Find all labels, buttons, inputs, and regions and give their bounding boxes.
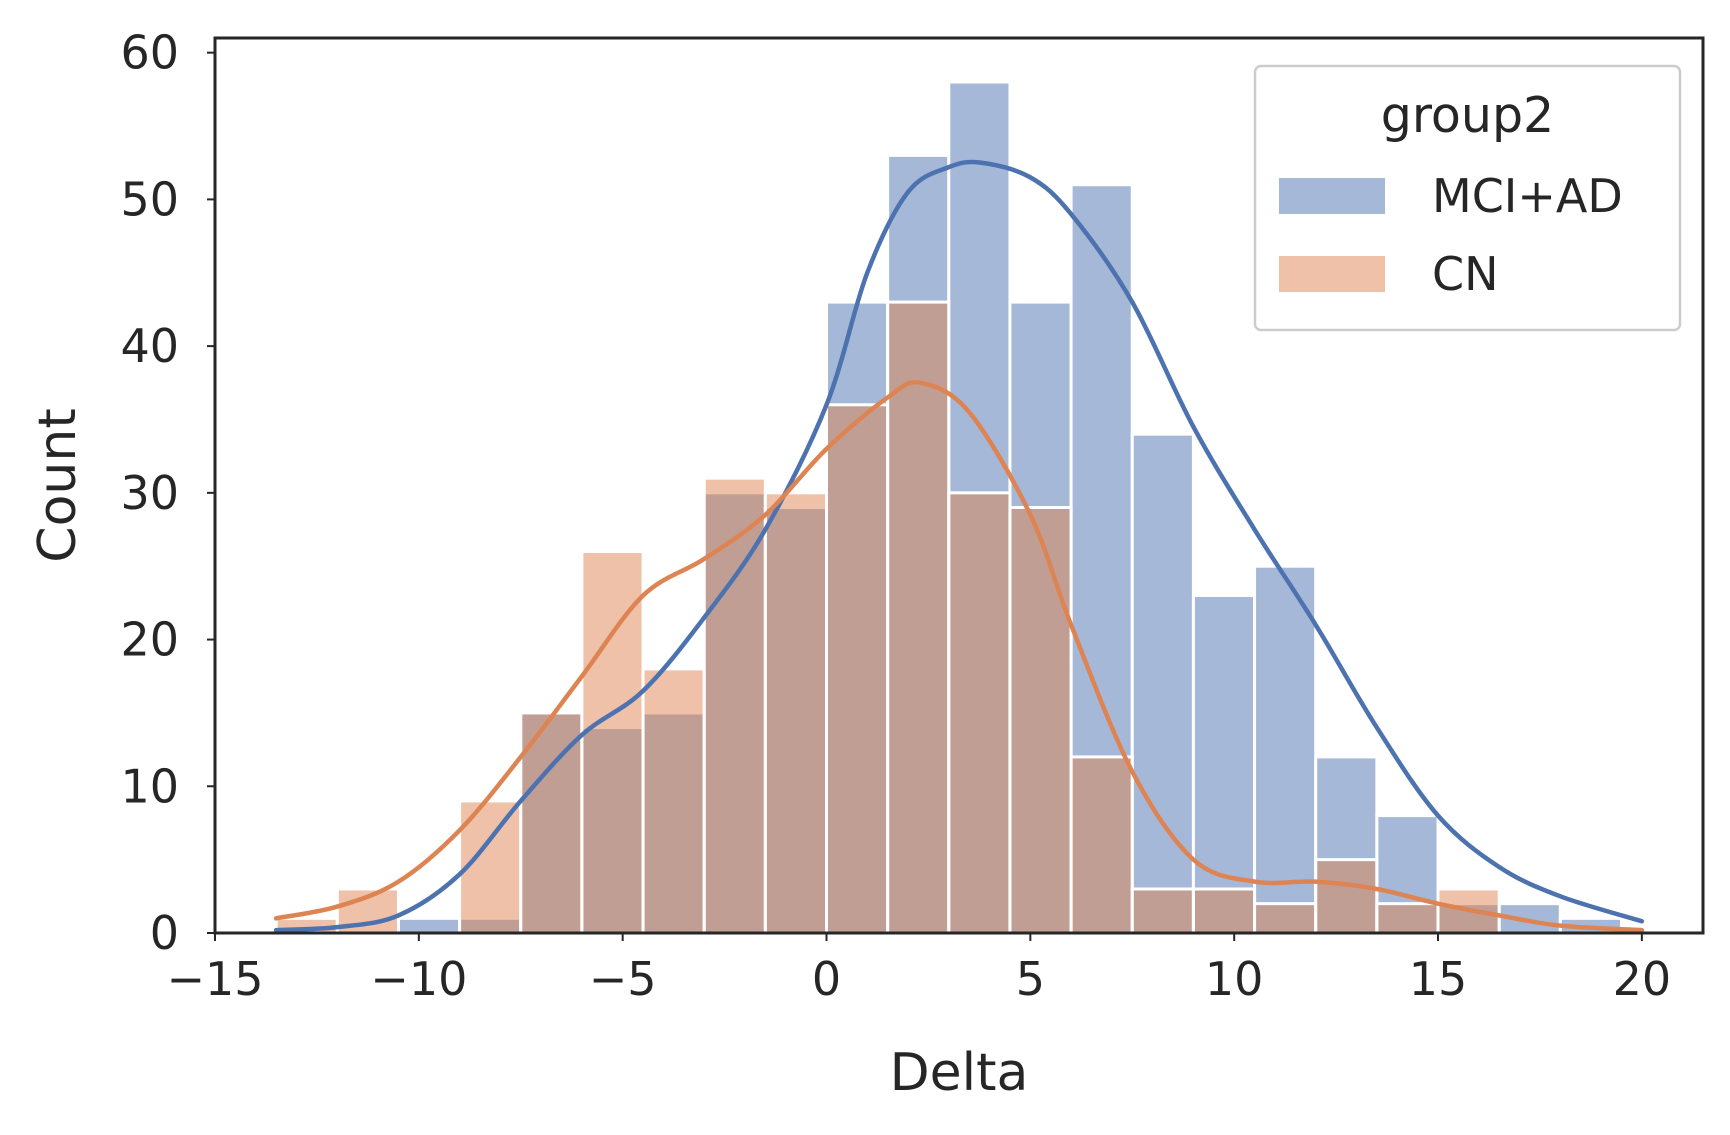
bar-cn-12	[1008, 506, 1073, 935]
kde-layer	[273, 159, 1645, 933]
legend-label-mci-ad: MCI+AD	[1432, 169, 1623, 223]
legend-label-cn: CN	[1432, 247, 1499, 301]
y-tick-label: 30	[120, 466, 179, 520]
bar-cn-8	[763, 491, 829, 935]
bar-cn-4	[519, 711, 584, 935]
bar-cn-10	[886, 300, 951, 935]
legend: group2 MCI+AD CN	[1253, 64, 1682, 332]
bar-mci-ad-2	[396, 916, 462, 935]
bar-cn-18	[1375, 902, 1440, 935]
bar-cn-6	[641, 667, 706, 935]
kde-line-cn	[273, 380, 1645, 933]
y-tick-label: 20	[120, 613, 179, 667]
bar-cn-15	[1191, 887, 1257, 935]
bar-cn-9	[825, 403, 890, 935]
x-tick-label: 20	[1613, 952, 1672, 1006]
plot-frame	[213, 36, 1705, 935]
y-axis-label: Count	[28, 408, 88, 562]
y-tick-label: 50	[120, 172, 179, 226]
bar-cn-16	[1253, 902, 1318, 935]
x-tick-label: 10	[1205, 952, 1264, 1006]
y-tick-label: 0	[150, 906, 179, 960]
x-tick-label: −5	[589, 952, 657, 1006]
legend-swatch-mci-ad	[1279, 178, 1385, 214]
bar-cn-17	[1314, 858, 1379, 935]
x-axis-label: Delta	[890, 1043, 1029, 1103]
x-tick-label: 0	[812, 952, 841, 1006]
x-axis-ticks: −15 −10 −5 0 5 10 15 20	[166, 933, 1671, 1006]
x-tick-label: 5	[1016, 952, 1045, 1006]
bar-cn-11	[947, 491, 1012, 935]
y-tick-label: 60	[120, 26, 179, 80]
legend-title: group2	[1381, 87, 1555, 144]
y-tick-label: 40	[120, 319, 179, 373]
legend-entries: MCI+AD CN	[1279, 169, 1623, 301]
bars-layer	[274, 80, 1623, 935]
x-tick-label: 15	[1409, 952, 1468, 1006]
x-tick-label: −10	[370, 952, 467, 1006]
y-tick-label: 10	[120, 759, 179, 813]
legend-swatch-cn	[1279, 256, 1385, 292]
kde-line-mci-ad	[273, 159, 1645, 933]
bar-cn-14	[1130, 887, 1195, 935]
bar-mci-ad-16	[1253, 564, 1318, 935]
bar-cn-13	[1069, 755, 1134, 935]
bar-mci-ad-14	[1130, 432, 1195, 935]
x-tick-label: −15	[166, 952, 263, 1006]
y-axis-ticks: 0 10 20 30 40 50 60	[120, 26, 215, 960]
